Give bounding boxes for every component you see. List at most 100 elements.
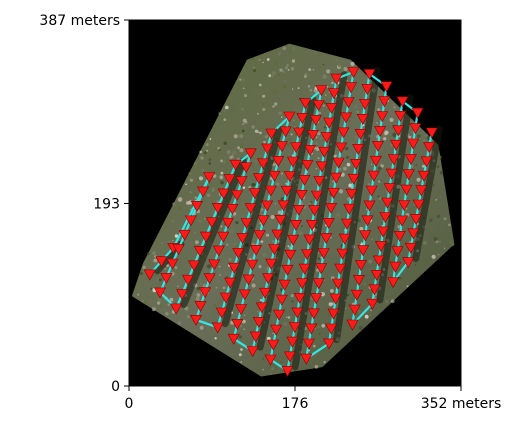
- waypoint-marker: [242, 274, 255, 286]
- waypoint-marker: [310, 190, 323, 202]
- waypoint-marker: [318, 146, 331, 158]
- waypoint-marker: [308, 205, 321, 217]
- waypoint-marker: [265, 258, 278, 270]
- waypoint-marker: [361, 84, 374, 96]
- waypoint-marker: [190, 201, 203, 212]
- waypoint-marker: [385, 168, 398, 180]
- waypoint-marker: [350, 289, 363, 301]
- waypoint-marker: [291, 307, 304, 319]
- waypoint-marker: [248, 188, 261, 200]
- waypoint-marker: [357, 245, 370, 257]
- waypoint-marker: [332, 157, 345, 169]
- waypoint-marker: [235, 176, 248, 188]
- waypoint-marker: [361, 215, 374, 227]
- waypoint-marker: [176, 289, 189, 301]
- waypoint-marker: [262, 273, 275, 285]
- waypoint-marker: [352, 274, 365, 286]
- waypoint-marker: [383, 183, 396, 195]
- waypoint-marker: [323, 117, 336, 129]
- waypoint-marker: [301, 249, 314, 261]
- waypoint-marker: [400, 184, 413, 196]
- waypoint-marker: [232, 248, 245, 259]
- waypoint-marker: [199, 287, 212, 299]
- waypoint-marker: [358, 99, 372, 111]
- waypoint-marker: [303, 234, 316, 246]
- waypoint-marker: [274, 215, 287, 226]
- waypoint-marker: [315, 161, 328, 173]
- waypoint-marker: [261, 200, 274, 212]
- waypoint-marker: [325, 323, 338, 335]
- tree-rows: [153, 66, 443, 371]
- waypoint-marker: [227, 333, 240, 345]
- waypoint-marker: [322, 218, 335, 229]
- waypoint-marker: [208, 259, 221, 271]
- waypoint-marker: [211, 203, 224, 214]
- waypoint-marker: [309, 115, 322, 127]
- waypoint-marker: [352, 144, 365, 155]
- waypoint-marker: [411, 107, 424, 119]
- waypoint-marker: [268, 170, 281, 182]
- waypoint-marker: [325, 103, 338, 115]
- waypoint-marker: [280, 185, 293, 197]
- waypoint-marker: [315, 263, 328, 275]
- waypoint-marker: [368, 284, 381, 296]
- waypoint-marker: [223, 174, 236, 186]
- waypoint-marker: [281, 366, 294, 378]
- waypoint-marker: [306, 130, 319, 142]
- waypoint-marker: [236, 233, 249, 245]
- y-tick-label: 387 meters: [39, 13, 120, 29]
- waypoint-marker: [249, 245, 263, 256]
- waypoint-marker: [257, 215, 270, 227]
- waypoint-marker: [217, 188, 230, 200]
- waypoint-marker: [363, 200, 376, 212]
- waypoint-marker: [229, 159, 242, 171]
- waypoint-marker: [278, 279, 291, 291]
- waypoint-marker: [369, 155, 382, 167]
- waypoint-marker: [329, 293, 342, 305]
- waypoint-marker: [389, 261, 402, 273]
- waypoint-marker: [346, 319, 359, 331]
- waypoint-marker: [304, 145, 317, 157]
- y-tick-label: 193: [93, 196, 120, 212]
- waypoint-marker: [402, 169, 415, 181]
- waypoint-marker: [331, 278, 345, 290]
- waypoint-marker: [378, 96, 391, 108]
- waypoint-marker: [363, 69, 376, 81]
- waypoint-marker: [356, 114, 369, 125]
- waypoint-marker: [370, 269, 383, 281]
- waypoint-marker: [219, 292, 232, 304]
- x-axis: 0 176 352 meters: [125, 386, 501, 412]
- waypoint-marker: [275, 294, 288, 306]
- waypoint-marker: [320, 132, 333, 144]
- waypoint-marker: [374, 126, 387, 138]
- waypoint-marker: [170, 303, 183, 315]
- waypoint-marker: [257, 158, 270, 170]
- waypoint-marker: [317, 248, 330, 260]
- waypoint-marker: [226, 204, 239, 215]
- waypoint-marker: [231, 319, 244, 331]
- waypoint-marker: [371, 141, 385, 152]
- waypoint-marker: [347, 173, 360, 185]
- waypoint-marker: [335, 142, 348, 154]
- waypoint-marker: [354, 129, 367, 140]
- waypoint-marker: [398, 200, 411, 212]
- waypoint-marker: [305, 323, 318, 335]
- waypoint-marker: [348, 304, 361, 316]
- waypoint-marker: [322, 338, 336, 350]
- x-tick-label: 176: [282, 396, 309, 412]
- waypoint-marker: [327, 187, 340, 199]
- waypoint-marker: [313, 176, 326, 188]
- waypoint-marker: [172, 244, 185, 256]
- waypoint-marker: [258, 287, 272, 299]
- waypoint-marker: [249, 331, 262, 343]
- x-tick-label: 0: [125, 396, 134, 412]
- waypoint-marker: [312, 100, 325, 112]
- waypoint-marker: [268, 244, 281, 256]
- waypoint-marker: [407, 138, 420, 150]
- waypoint-marker: [284, 249, 297, 261]
- waypoint-marker: [286, 336, 299, 348]
- waypoint-marker: [281, 264, 294, 276]
- waypoint-marker: [377, 226, 390, 238]
- waypoint-marker: [143, 269, 156, 281]
- waypoint-marker: [366, 298, 379, 310]
